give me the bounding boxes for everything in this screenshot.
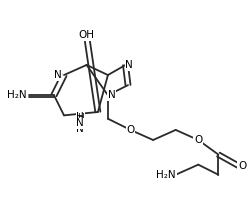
- Text: H₂N: H₂N: [7, 90, 26, 100]
- Text: N: N: [54, 70, 61, 80]
- Text: N: N: [76, 118, 84, 128]
- Text: H
N: H N: [76, 112, 84, 134]
- Text: N: N: [108, 90, 115, 100]
- Text: O: O: [126, 125, 134, 135]
- Text: O: O: [194, 135, 202, 145]
- Text: O: O: [237, 161, 245, 171]
- Text: H: H: [77, 113, 83, 122]
- Text: N: N: [125, 60, 132, 70]
- Text: OH: OH: [78, 30, 94, 40]
- Text: H₂N: H₂N: [156, 170, 175, 180]
